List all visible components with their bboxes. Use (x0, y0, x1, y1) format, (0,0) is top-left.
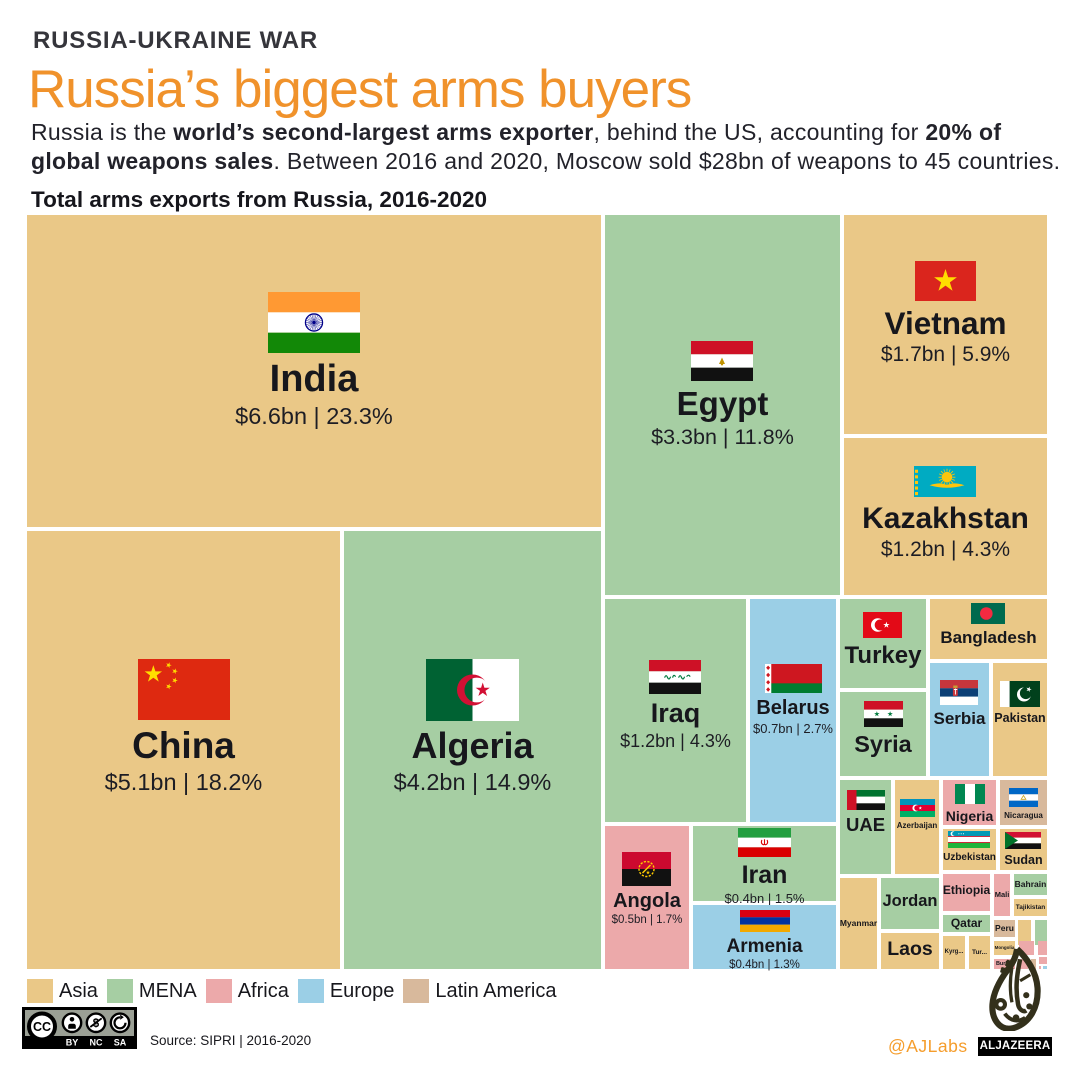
svg-text:SA: SA (114, 1037, 127, 1047)
svg-text:NC: NC (90, 1037, 103, 1047)
svg-text:$: $ (93, 1018, 100, 1030)
svg-text:CC: CC (33, 1020, 51, 1034)
svg-text:BY: BY (66, 1037, 79, 1047)
